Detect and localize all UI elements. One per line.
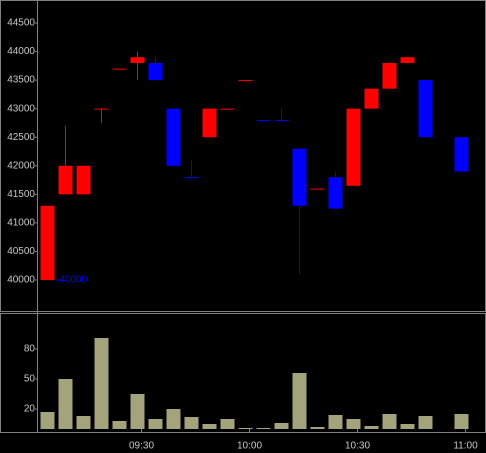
candle-body	[220, 108, 235, 110]
candle-body	[400, 57, 415, 63]
y-tick-label: 44000	[7, 46, 35, 57]
y-tick-label: 44500	[7, 18, 35, 29]
candle-body	[256, 120, 271, 122]
volume-bar	[400, 424, 415, 429]
volume-bar	[148, 419, 163, 429]
price-panel	[0, 0, 486, 312]
y-tick-label: 41500	[7, 189, 35, 200]
candle-body	[238, 80, 253, 82]
candle-body	[292, 148, 307, 206]
x-tick-label: 10:00	[237, 441, 262, 452]
candle-body	[328, 177, 343, 209]
y-tick-label: 40500	[7, 246, 35, 257]
candle-body	[274, 120, 289, 122]
volume-bar	[292, 373, 307, 429]
candle-body	[346, 108, 361, 186]
volume-bar	[166, 409, 181, 429]
candle-body	[148, 62, 163, 81]
volume-bar	[202, 424, 217, 429]
volume-bar	[238, 428, 253, 429]
y-tick-label: 43000	[7, 103, 35, 114]
volume-bar	[346, 419, 361, 429]
candle-body	[112, 68, 127, 70]
volume-bar	[274, 423, 289, 429]
volume-bar	[220, 419, 235, 429]
candle-body	[418, 80, 433, 138]
candle-body	[382, 62, 397, 89]
y-tick-label: 80	[24, 344, 36, 355]
volume-bar	[256, 428, 271, 429]
candle-body	[130, 57, 145, 63]
volume-bar	[184, 417, 199, 429]
candle-body	[94, 108, 109, 110]
volume-bar	[40, 412, 55, 429]
volume-bar	[130, 394, 145, 429]
y-tick-label: 50	[24, 374, 36, 385]
low-marker-label: 40000	[60, 275, 88, 286]
x-tick-label: 11:00	[453, 441, 478, 452]
y-tick-label: 40000	[7, 275, 35, 286]
volume-bar	[58, 379, 73, 429]
candle-body	[40, 205, 55, 281]
volume-bar	[76, 416, 91, 429]
x-tick-label: 10:30	[345, 441, 370, 452]
candle-body	[454, 137, 469, 172]
candle-body	[310, 188, 325, 190]
volume-bar	[112, 421, 127, 429]
y-tick-label: 41000	[7, 218, 35, 229]
volume-bar	[364, 426, 379, 429]
candle-body	[76, 165, 91, 195]
candle-body	[58, 165, 73, 195]
x-tick-label: 09:30	[129, 441, 154, 452]
volume-bar	[454, 414, 469, 429]
y-tick-label: 42000	[7, 160, 35, 171]
volume-bar	[94, 338, 109, 429]
volume-bar	[310, 427, 325, 429]
volume-panel	[0, 313, 486, 433]
y-tick-label: 43500	[7, 75, 35, 86]
candle-body	[364, 88, 379, 109]
candle-body	[202, 108, 217, 138]
candle-body	[184, 177, 199, 179]
volume-bar	[328, 415, 343, 429]
volume-bar	[418, 416, 433, 429]
candle-body	[166, 108, 181, 166]
y-tick-label: 42500	[7, 132, 35, 143]
y-tick-label: 20	[24, 404, 36, 415]
volume-bar	[382, 414, 397, 429]
